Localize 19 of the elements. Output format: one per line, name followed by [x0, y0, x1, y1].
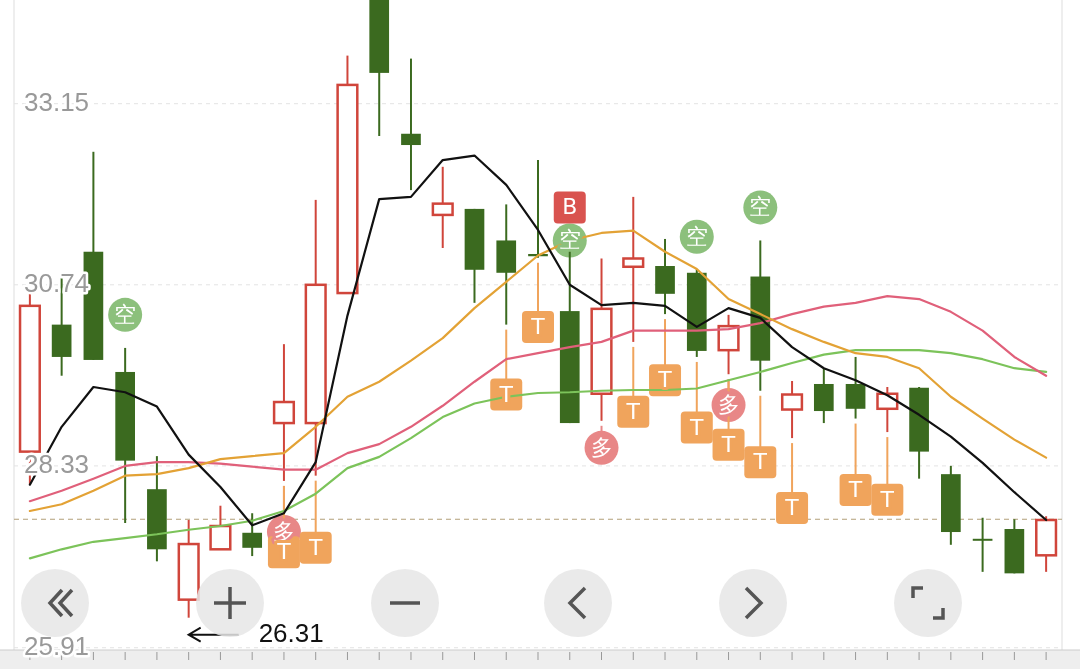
data-label: T — [625, 398, 641, 424]
data-label: T — [689, 414, 705, 440]
data-label: 空 — [114, 301, 137, 327]
data-label: T — [530, 313, 546, 339]
data-label: B — [562, 194, 578, 220]
data-label: 空 — [685, 223, 708, 249]
data-label: T — [657, 367, 673, 393]
data-label: T — [276, 539, 292, 565]
y-tick-label: 33.15 — [24, 86, 90, 117]
data-label: T — [752, 449, 768, 475]
y-tick-label: 25.91 — [24, 630, 90, 661]
data-label: T — [307, 534, 323, 560]
data-label: T — [720, 431, 736, 457]
data-label: T — [784, 494, 800, 520]
data-label: 空 — [749, 194, 772, 220]
data-label: 多 — [717, 392, 740, 418]
data-label: T — [847, 476, 863, 502]
annotation: 26.31 — [258, 617, 324, 648]
data-label: T — [879, 486, 895, 512]
